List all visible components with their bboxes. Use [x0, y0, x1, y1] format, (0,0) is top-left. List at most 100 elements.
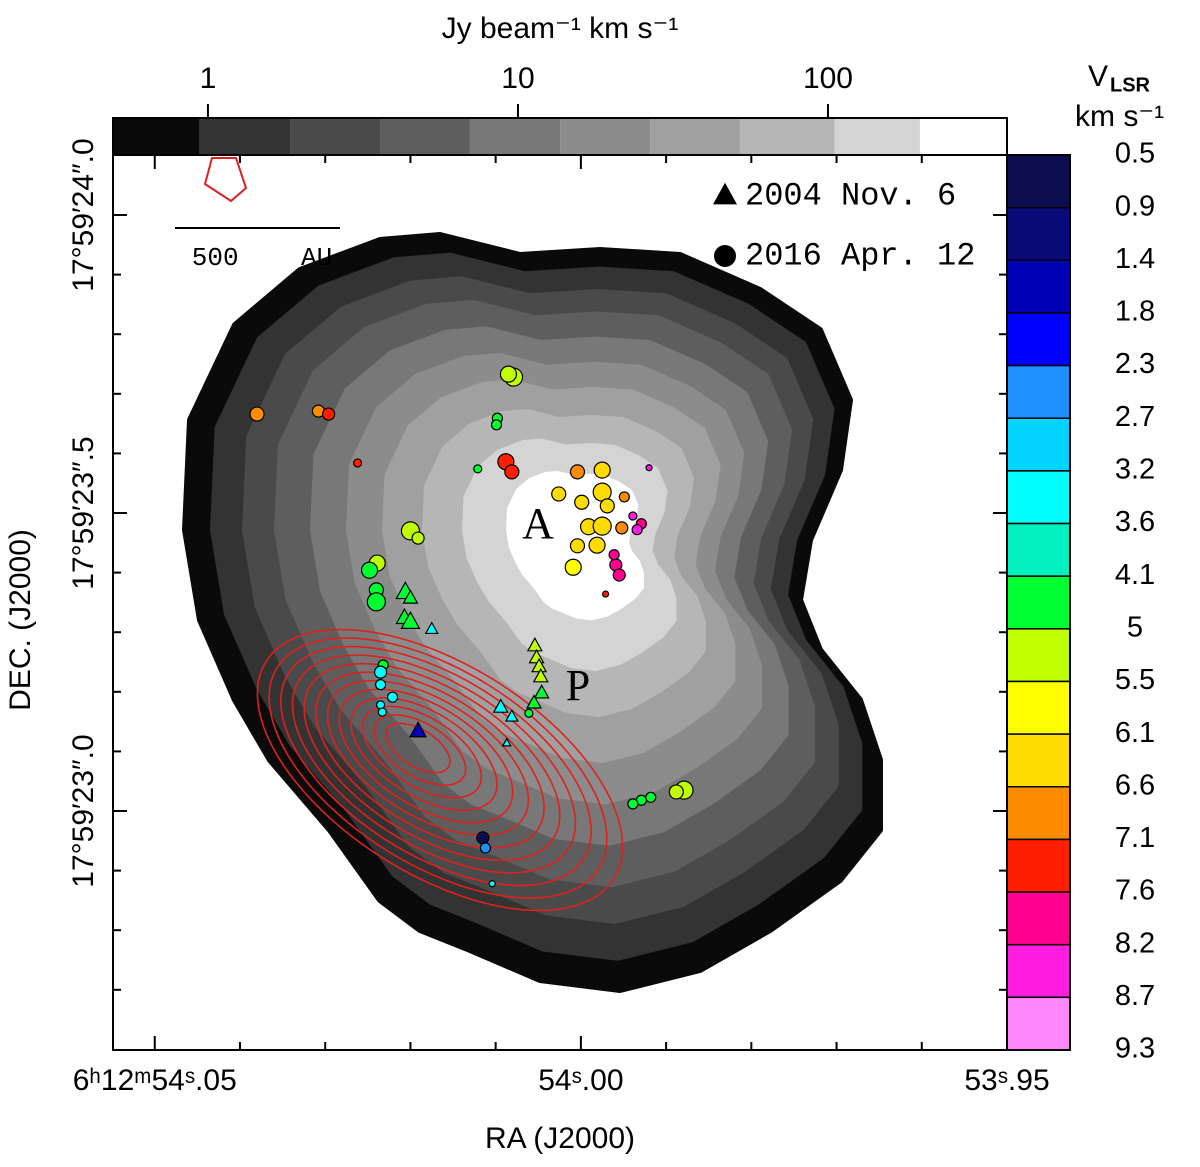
spot-circle: [322, 407, 336, 421]
x-axis-label: RA (J2000): [485, 1122, 635, 1155]
colorbar-bin: [1006, 733, 1071, 788]
spot-circle: [574, 494, 590, 510]
scale-bar-label: 500 AU: [192, 243, 332, 273]
contour: [291, 654, 577, 874]
y-tick-label: 17°59′23″.5: [67, 436, 100, 589]
spot-circle: [249, 406, 265, 422]
spot-circle: [645, 464, 653, 472]
colorbar-unit: km s⁻¹: [1075, 100, 1164, 133]
spot-circle: [588, 536, 606, 554]
x-tick-label: 53ˢ.95: [964, 1064, 1049, 1097]
colorbar-segment: [919, 118, 1007, 155]
spot-circle: [627, 798, 639, 810]
spot-circle: [360, 561, 379, 579]
spot-circle: [668, 784, 684, 800]
spot-circle: [592, 516, 612, 536]
spot-circle: [631, 524, 643, 536]
spot-circle: [615, 521, 629, 535]
colorbar-segment: [739, 118, 835, 155]
colorbar-segment: [380, 118, 470, 155]
colorbar-tick-label: 1.4: [1115, 243, 1155, 275]
x-tick-label: 6ʰ12ᵐ54ˢ.05: [73, 1064, 237, 1097]
colorbar-tick-label: 6.6: [1115, 769, 1155, 801]
colorbar-segment: [113, 118, 200, 155]
spot-triangle: [409, 721, 428, 738]
spot-circle: [593, 461, 611, 479]
y-tick-label: 17°59′23″.0: [67, 734, 100, 887]
colorbar-segment: [834, 118, 920, 155]
spot-triangle: [504, 709, 519, 722]
spot-circle: [490, 419, 503, 431]
spot-triangle: [532, 667, 549, 683]
colorbar-tick-label: 0.9: [1115, 190, 1155, 222]
colorbar-segment: [290, 118, 381, 155]
contour: [326, 679, 530, 837]
colorbar-tick-label: 2.3: [1115, 348, 1155, 380]
colorbar-bin: [1006, 154, 1071, 209]
colorbar-segment: [199, 118, 291, 155]
spot-circle: [386, 691, 399, 703]
colorbar-segment: [469, 118, 561, 155]
colorbar-tick-label: 7.1: [1115, 822, 1155, 854]
spot-circle: [608, 549, 620, 561]
colorbar-bin: [1006, 575, 1071, 630]
contour: [268, 637, 608, 899]
contour: [385, 722, 451, 774]
spot-triangle: [402, 589, 419, 604]
contour: [350, 697, 498, 811]
spot-circle: [377, 707, 387, 717]
legend-marker: [713, 182, 737, 205]
contour: [315, 671, 545, 849]
colorbar-label: Jy beam⁻¹ km s⁻¹: [442, 12, 679, 45]
spot-circle: [601, 590, 610, 598]
colorbar-tick-label: 8.2: [1115, 927, 1155, 959]
spot-triangle: [501, 737, 512, 747]
colorbar-tick-label: 1: [200, 62, 217, 95]
y-axis-label: DEC. (J2000): [4, 529, 37, 711]
colorbar-bin: [1006, 312, 1071, 367]
spot-circle: [524, 708, 534, 718]
colorbar-bin: [1006, 786, 1071, 841]
colorbar-tick-label: 3.2: [1115, 454, 1155, 486]
annotation: P: [566, 661, 590, 710]
colorbar-bin: [1006, 891, 1071, 946]
legend-marker: [714, 245, 736, 267]
colorbar-tick-label: 4.1: [1115, 559, 1155, 591]
colorbar-bin: [1006, 522, 1071, 577]
spot-circle: [564, 558, 582, 576]
spot-circle: [375, 679, 387, 691]
y-tick-label: 17°59′24″.0: [67, 138, 100, 291]
colorbar-title: V: [1088, 60, 1108, 93]
colorbar-bin: [1006, 470, 1071, 525]
spot-circle: [551, 486, 567, 502]
colorbar-segment: [560, 118, 651, 155]
beam: [203, 157, 248, 203]
colorbar-bin: [1006, 838, 1071, 893]
spot-triangle: [492, 698, 509, 713]
contour: [303, 662, 561, 862]
spot-circle: [599, 498, 615, 514]
spot-circle: [628, 511, 638, 521]
colorbar-tick-label: 6.1: [1115, 717, 1155, 749]
contour: [338, 688, 514, 824]
legend-label: 2016 Apr. 12: [745, 237, 975, 274]
colorbar-tick-label: 10: [501, 62, 534, 95]
spot-circle: [366, 592, 386, 612]
spot-circle: [569, 538, 586, 554]
spot-circle: [612, 568, 626, 582]
x-tick-label: 54ˢ.00: [538, 1064, 623, 1097]
colorbar-bin: [1006, 206, 1071, 262]
colorbar-tick-label: 9.3: [1115, 1033, 1155, 1065]
contour: [280, 645, 592, 887]
contour: [361, 705, 483, 799]
colorbar-bin: [1006, 628, 1071, 683]
spot-triangle: [525, 694, 543, 709]
contour: [373, 714, 467, 786]
colorbar-tick-label: 2.7: [1115, 401, 1155, 433]
spot-circle: [374, 665, 388, 679]
colorbar-segment: [650, 118, 740, 155]
spot-circle: [499, 365, 518, 383]
spot-circle: [476, 831, 490, 845]
colorbar-bin: [1006, 259, 1071, 314]
